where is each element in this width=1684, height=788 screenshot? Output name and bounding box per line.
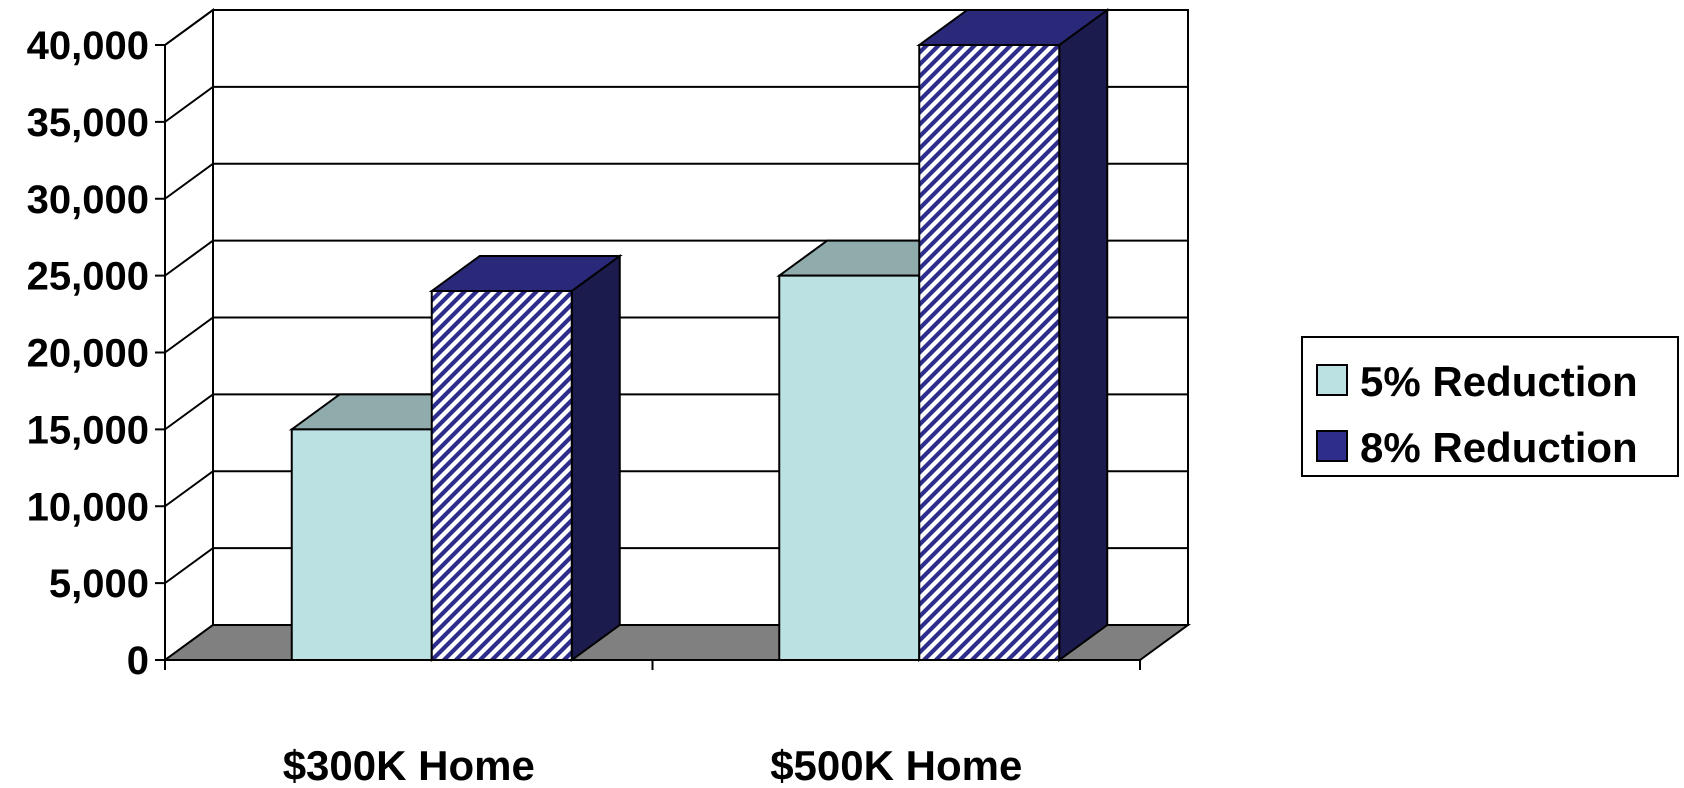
bar-side — [1058, 8, 1109, 662]
bars — [288, 8, 1111, 662]
legend-swatch — [1316, 430, 1348, 462]
gridline — [164, 85, 1188, 123]
x-axis-tick-labels: $300K Home $500K Home — [283, 742, 1023, 788]
axes — [155, 44, 1141, 670]
y-tick-label: 30,000 — [27, 178, 149, 222]
bar — [778, 274, 921, 661]
legend-label: 5% Reduction — [1360, 358, 1638, 405]
legend-box — [1301, 336, 1679, 477]
gridline — [164, 9, 1188, 46]
y-tick-label: 0 — [127, 639, 149, 683]
legend-label: 8% Reduction — [1360, 424, 1638, 471]
bar — [430, 290, 573, 661]
bar — [290, 428, 433, 661]
legend-swatch — [1316, 364, 1348, 396]
legend: 5% Reduction 8% Reduction — [1301, 336, 1679, 477]
y-tick-label: 35,000 — [27, 101, 149, 145]
bar-side — [570, 254, 621, 662]
x-tick-label: $300K Home — [283, 742, 535, 788]
y-tick-label: 10,000 — [27, 485, 149, 529]
y-axis-tick-labels: 0 5,000 10,000 15,000 20,000 25,000 30,000 35,0… — [27, 24, 149, 683]
y-tick-label: 5,000 — [49, 562, 149, 606]
y-tick-label: 25,000 — [27, 255, 149, 299]
y-tick-label: 15,000 — [27, 408, 149, 452]
gridline — [164, 162, 1188, 200]
x-tick-label: $500K Home — [770, 742, 1022, 788]
bar — [918, 44, 1061, 661]
y-tick-label: 20,000 — [27, 332, 149, 376]
y-tick-label: 40,000 — [27, 24, 149, 68]
